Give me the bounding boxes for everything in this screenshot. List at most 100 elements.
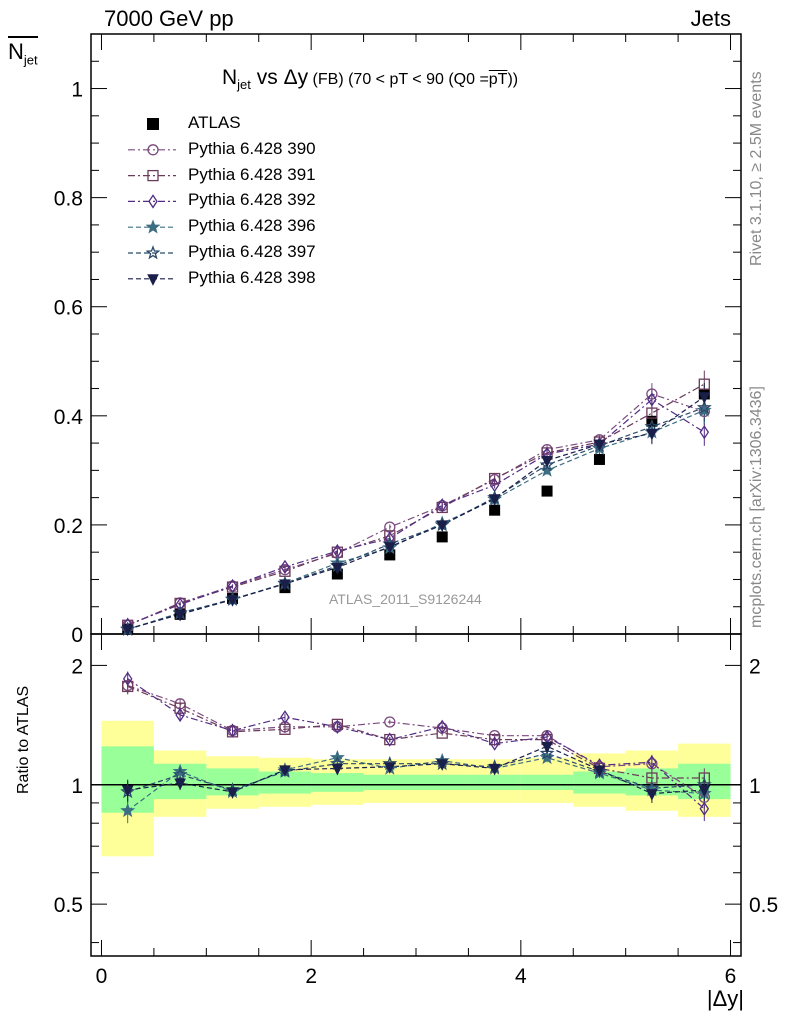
data-point-2-6 xyxy=(436,501,448,514)
ratio-point-2-0 xyxy=(122,680,134,693)
y-axis-label-main: N xyxy=(8,39,24,64)
main-ytick-label-4: 0.8 xyxy=(54,188,83,211)
title-main-sub: jet xyxy=(237,77,251,93)
data-point-5-11 xyxy=(696,399,712,414)
data-point-3-3 xyxy=(280,559,290,575)
ratio-point-5-8 xyxy=(539,745,555,760)
legend-marker-6 xyxy=(147,274,159,286)
series-line-2 xyxy=(127,383,705,626)
header-right: Jets xyxy=(690,6,731,31)
title-main-pre: N xyxy=(222,66,238,89)
legend-marker-3 xyxy=(148,194,158,209)
ratio-point-4-8 xyxy=(539,749,555,765)
legend-marker-2 xyxy=(147,169,159,182)
ratio-point-3-1 xyxy=(175,707,185,723)
data-point-6-4 xyxy=(331,562,344,575)
series-markers xyxy=(120,378,712,818)
series-line-6 xyxy=(127,396,705,630)
legend-label-4: Pythia 6.428 396 xyxy=(188,216,316,236)
xtick-label-0: 0 xyxy=(96,965,108,988)
ratio-point-2-1 xyxy=(174,702,186,714)
mcplots-note: mcplots.cern.ch [arXiv:1306.3436] xyxy=(748,386,765,628)
data-point-0-9 xyxy=(593,453,605,465)
legend-label-3: Pythia 6.428 392 xyxy=(188,190,316,210)
data-point-6-1 xyxy=(174,609,186,622)
ratio-ytick-label-left-0: 0.5 xyxy=(54,894,83,917)
ratio-point-2-4 xyxy=(331,718,344,731)
band-stat-3 xyxy=(258,771,312,794)
data-point-1-10 xyxy=(646,388,658,400)
ratio-point-6-6 xyxy=(436,759,449,771)
main-ytick-label-0: 0 xyxy=(71,624,83,647)
ratio-point-2-7 xyxy=(488,733,501,746)
data-point-6-3 xyxy=(279,579,291,591)
ratio-point-3-6 xyxy=(437,719,447,734)
ratio-line-3 xyxy=(127,678,705,810)
title-main-post: vs Δy xyxy=(250,66,309,89)
ratio-point-3-5 xyxy=(385,732,395,747)
ratio-ytick-label-right-2: 2 xyxy=(749,655,761,678)
ratio-point-6-7 xyxy=(488,763,501,776)
ratio-point-2-11 xyxy=(698,772,710,784)
ratio-point-5-1 xyxy=(172,766,188,782)
legend-marker-1 xyxy=(147,144,159,156)
data-point-0-7 xyxy=(489,504,501,516)
ratio-line-2 xyxy=(127,685,705,779)
data-point-6-7 xyxy=(488,494,501,506)
band-stat-4 xyxy=(311,773,364,792)
data-point-6-10 xyxy=(646,428,658,441)
data-point-6-6 xyxy=(436,520,449,533)
ratio-point-4-1 xyxy=(172,763,188,778)
data-point-4-8 xyxy=(539,462,555,477)
data-point-6-11 xyxy=(698,392,711,404)
ratio-line-6 xyxy=(127,745,705,795)
legend-marker-4 xyxy=(145,219,161,234)
y-axis-label-sub: jet xyxy=(23,52,38,68)
data-point-2-10 xyxy=(646,407,658,419)
main-ytick-label-2: 0.4 xyxy=(54,406,84,429)
data-point-6-9 xyxy=(593,439,606,452)
band-stat-8 xyxy=(520,774,574,791)
series-line-1 xyxy=(127,393,705,626)
legend-marker-0 xyxy=(147,118,159,130)
band-stat-6 xyxy=(416,774,469,791)
y-axis-label: Njet xyxy=(8,36,38,67)
ratio-ytick-label-right-1: 1 xyxy=(749,775,761,798)
data-point-6-0 xyxy=(121,624,134,637)
main-ytick-label-5: 1 xyxy=(71,79,83,102)
legend-marker-5 xyxy=(145,245,161,260)
ratio-point-2-6 xyxy=(436,727,448,739)
ratio-point-3-4 xyxy=(332,719,343,734)
data-point-3-6 xyxy=(437,498,447,513)
tick-labels: 0 0.2 0.4 0.6 0.8 1 0.5 0.5 1 1 2 2 0 2 4 6 xyxy=(54,79,778,988)
data-point-2-7 xyxy=(488,472,501,485)
band-stat-7 xyxy=(468,774,521,791)
band-stat-5 xyxy=(363,774,416,791)
data-point-6-2 xyxy=(226,595,239,607)
axis-ticks xyxy=(91,33,741,956)
ratio-point-3-3 xyxy=(280,710,290,725)
rivet-note: Rivet 3.1.10, ≥ 2.5M events xyxy=(748,71,765,266)
legend-label-6: Pythia 6.428 398 xyxy=(188,267,316,287)
legend-markers xyxy=(128,118,176,286)
title-small-1: (FB) (70 < pT < 90 (Q0 = xyxy=(308,71,489,88)
legend-label-5: Pythia 6.428 397 xyxy=(188,242,316,261)
data-point-3-10 xyxy=(647,392,657,407)
data-point-6-8 xyxy=(541,456,553,468)
ratio-line-5 xyxy=(127,752,705,793)
header-left: 7000 GeV pp xyxy=(104,6,234,31)
xtick-label-1: 2 xyxy=(305,965,317,988)
ratio-point-6-5 xyxy=(383,762,396,774)
ratio-point-6-9 xyxy=(593,765,606,778)
title-small-2: )) xyxy=(507,71,519,88)
ratio-point-6-4 xyxy=(331,763,344,776)
data-point-0-8 xyxy=(541,485,553,497)
legend-label-0: ATLAS xyxy=(188,113,241,132)
x-axis-label: |Δy| xyxy=(706,986,744,1011)
ratio-point-6-2 xyxy=(226,787,239,799)
data-point-3-11 xyxy=(699,425,710,440)
ratio-point-3-11 xyxy=(699,801,710,816)
ratio-point-1-5 xyxy=(384,716,396,728)
ratio-point-6-0 xyxy=(121,785,134,798)
ratio-point-6-3 xyxy=(279,765,291,778)
